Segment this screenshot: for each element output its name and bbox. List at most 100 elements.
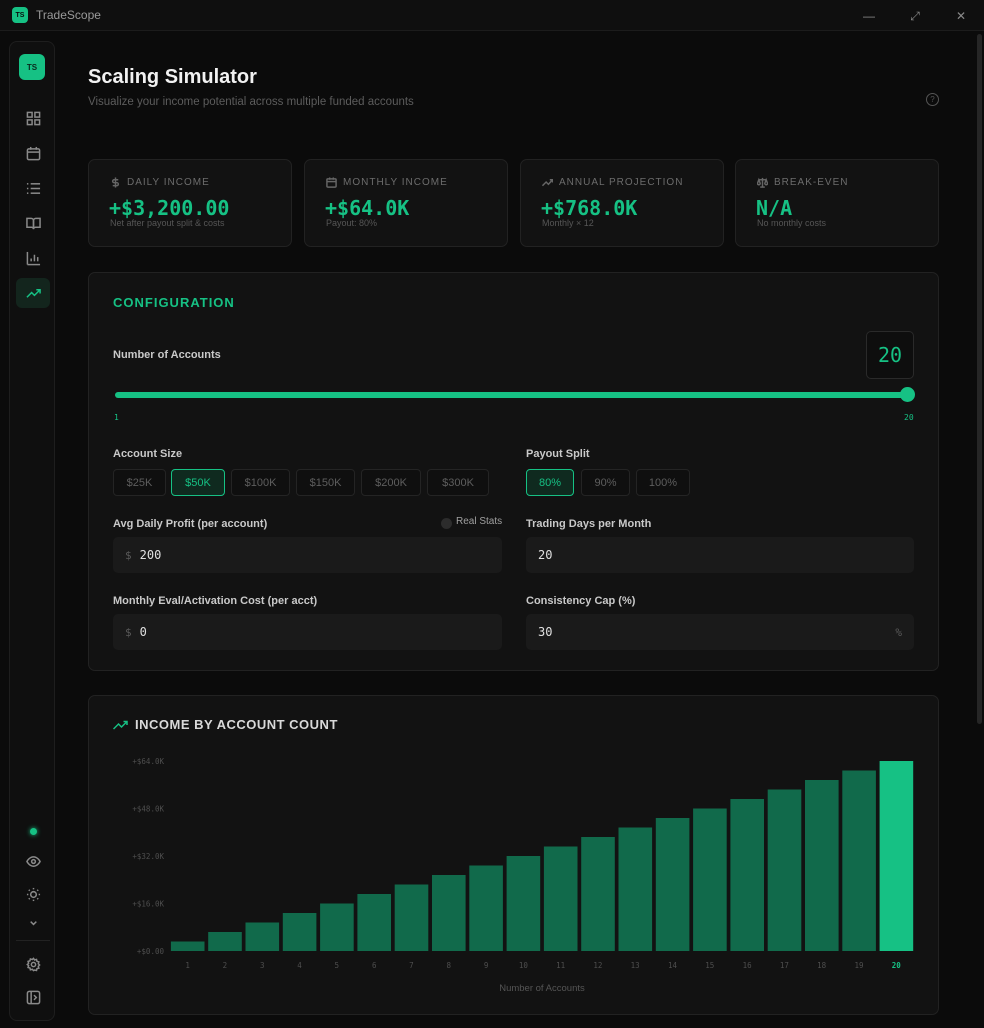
chart-bar[interactable] xyxy=(618,827,653,952)
real-stats-label: Real Stats xyxy=(456,516,503,527)
real-stats-toggle[interactable] xyxy=(441,518,452,529)
avg-daily-profit-value: 200 xyxy=(139,548,162,562)
stat-value: N/A xyxy=(756,196,793,220)
chart-bar[interactable] xyxy=(767,789,802,952)
eval-cost-value: 0 xyxy=(139,625,147,639)
account-size-option[interactable]: $150K xyxy=(296,469,355,496)
stat-note: No monthly costs xyxy=(757,218,827,228)
account-size-option[interactable]: $200K xyxy=(361,469,421,496)
y-tick-label: +$48.0K xyxy=(132,805,164,814)
chart-bar[interactable] xyxy=(879,761,914,951)
chart-bar[interactable] xyxy=(805,780,839,951)
stat-value: +$3,200.00 xyxy=(109,196,230,220)
sidebar-item-dashboard[interactable] xyxy=(16,103,50,133)
sidebar-item-theme[interactable] xyxy=(16,879,50,909)
chart-bar[interactable] xyxy=(282,913,317,951)
x-tick-label: 16 xyxy=(743,961,753,970)
payout-split-option[interactable]: 100% xyxy=(636,469,690,496)
consistency-cap-value: 30 xyxy=(538,625,553,639)
minimize-icon[interactable]: — xyxy=(863,9,875,23)
connection-status-dot xyxy=(30,828,37,835)
account-size-option-selected[interactable]: $50K xyxy=(171,469,225,496)
x-tick-label: 17 xyxy=(780,961,789,970)
chart-bar[interactable] xyxy=(208,932,242,951)
chart-bar[interactable] xyxy=(357,894,391,951)
chart-bar[interactable] xyxy=(245,922,280,952)
chart-bar[interactable] xyxy=(655,818,690,951)
sidebar-divider xyxy=(16,940,50,941)
accounts-slider-track[interactable] xyxy=(115,392,907,398)
trading-days-input[interactable]: 20 xyxy=(526,537,914,573)
dashboard-icon xyxy=(26,111,40,125)
sidebar-item-trades[interactable] xyxy=(16,173,50,203)
scrollbar[interactable] xyxy=(977,34,982,724)
slider-min-label: 1 xyxy=(114,413,119,422)
chart-bar[interactable] xyxy=(693,808,727,952)
x-tick-label: 9 xyxy=(484,961,489,970)
chart-bar[interactable] xyxy=(581,837,615,951)
stat-label: MONTHLY INCOME xyxy=(326,177,448,188)
x-tick-label: 14 xyxy=(668,961,678,970)
chart-bar[interactable] xyxy=(506,856,541,951)
x-tick-label: 7 xyxy=(409,961,414,970)
account-size-option[interactable]: $100K xyxy=(231,469,290,496)
eval-cost-input[interactable]: $ 0 xyxy=(113,614,502,650)
avg-daily-profit-label: Avg Daily Profit (per account) xyxy=(113,518,268,530)
chevron-down-icon xyxy=(29,920,37,925)
stat-value: +$64.0K xyxy=(325,196,410,220)
sidebar-item-expand[interactable] xyxy=(16,908,50,938)
scale-icon xyxy=(757,177,768,188)
trending-up-icon xyxy=(542,179,553,187)
x-tick-label: 3 xyxy=(260,961,265,970)
payout-split-option[interactable]: 90% xyxy=(581,469,630,496)
sidebar: TS xyxy=(9,41,55,1021)
calendar-icon xyxy=(326,177,337,188)
chart-bar[interactable] xyxy=(469,865,503,952)
chart-bar[interactable] xyxy=(432,875,466,951)
sidebar-item-calendar[interactable] xyxy=(16,138,50,168)
x-tick-label: 5 xyxy=(335,961,340,970)
stat-card-daily-income: DAILY INCOME +$3,200.00 Net after payout… xyxy=(88,159,292,247)
chart-title: INCOME BY ACCOUNT COUNT xyxy=(135,717,338,732)
title-bar: TS TradeScope — ⤢ ✕ xyxy=(0,0,984,31)
chart-bar[interactable] xyxy=(730,799,764,951)
chart-bar[interactable] xyxy=(842,770,876,952)
x-tick-label: 1 xyxy=(185,961,190,970)
close-icon[interactable]: ✕ xyxy=(955,9,967,23)
sidebar-item-settings[interactable] xyxy=(16,949,50,979)
slider-max-label: 20 xyxy=(904,413,914,422)
avatar[interactable]: TS xyxy=(19,54,45,80)
chart-bar[interactable] xyxy=(394,884,429,952)
chart-bar[interactable] xyxy=(320,903,354,952)
x-tick-label: 2 xyxy=(223,961,228,970)
x-tick-label: 12 xyxy=(593,961,602,970)
x-tick-label: 18 xyxy=(817,961,827,970)
eye-icon xyxy=(25,855,41,867)
percent-suffix: % xyxy=(895,625,902,639)
sidebar-item-analytics[interactable] xyxy=(16,243,50,273)
sidebar-item-journal[interactable] xyxy=(16,208,50,238)
help-icon[interactable]: ? xyxy=(926,93,939,106)
avg-daily-profit-input[interactable]: $ 200 xyxy=(113,537,502,573)
accounts-slider-thumb[interactable] xyxy=(900,387,915,402)
configuration-panel: CONFIGURATION Number of Accounts 20 1 20… xyxy=(88,272,939,671)
book-icon xyxy=(25,217,41,229)
accounts-count-display[interactable]: 20 xyxy=(866,331,914,379)
app-logo: TS xyxy=(12,7,28,23)
sidebar-item-visibility[interactable] xyxy=(16,846,50,876)
sidebar-item-scaling[interactable] xyxy=(16,278,50,308)
chart-bar[interactable] xyxy=(170,941,205,952)
income-chart-panel: INCOME BY ACCOUNT COUNT +$0.00 +$16.0K +$3… xyxy=(88,695,939,1015)
consistency-cap-input[interactable]: 30 % xyxy=(526,614,914,650)
accounts-label: Number of Accounts xyxy=(113,349,221,361)
sidebar-item-collapse[interactable] xyxy=(16,982,50,1012)
account-size-option[interactable]: $300K xyxy=(427,469,489,496)
y-tick-label: +$64.0K xyxy=(132,757,164,766)
chart-bar[interactable] xyxy=(543,846,578,952)
maximize-icon[interactable]: ⤢ xyxy=(910,8,920,23)
stat-note: Monthly × 12 xyxy=(542,218,594,228)
account-size-option[interactable]: $25K xyxy=(113,469,166,496)
y-tick-label: +$16.0K xyxy=(132,900,164,909)
x-tick-label: 19 xyxy=(854,961,863,970)
payout-split-option-selected[interactable]: 80% xyxy=(526,469,574,496)
